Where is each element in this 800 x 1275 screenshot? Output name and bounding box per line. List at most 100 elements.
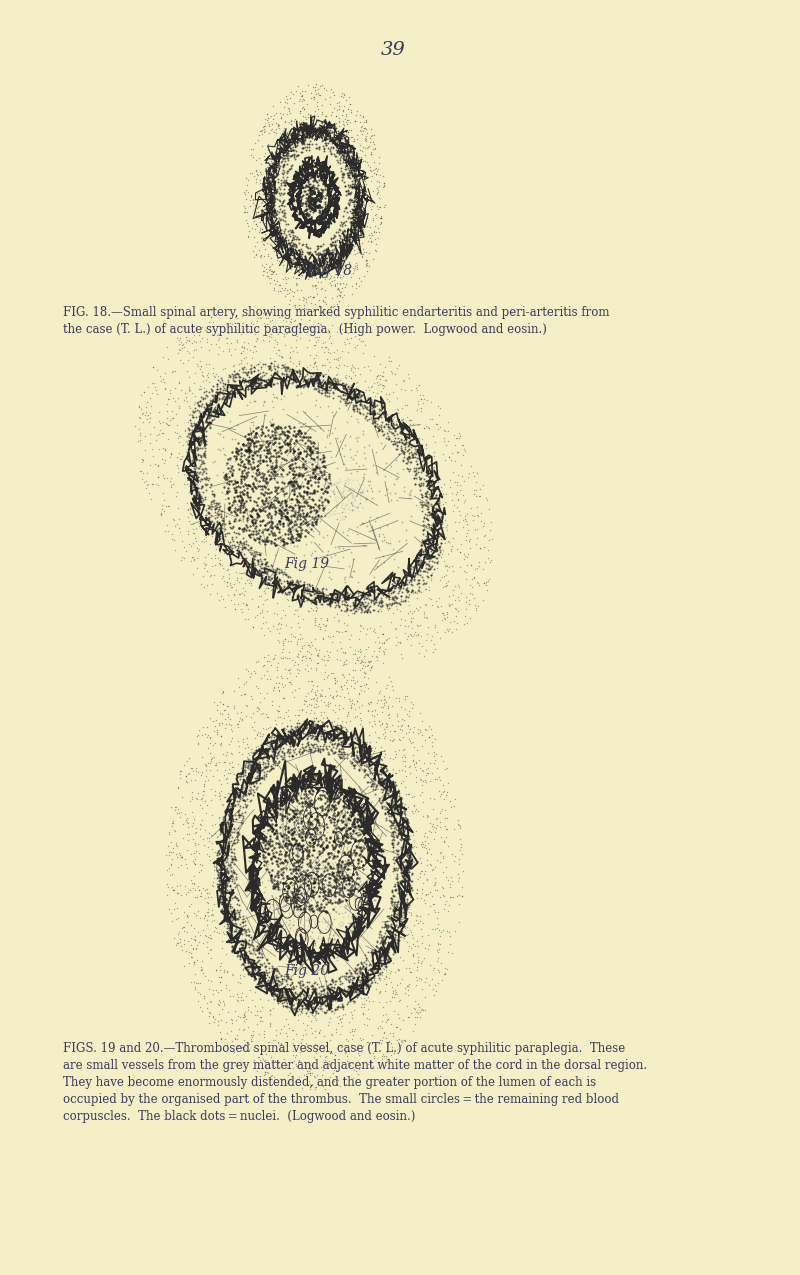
Point [362,472,374,492]
Point [418,579,431,599]
Point [295,889,308,909]
Point [288,890,301,910]
Point [191,538,204,558]
Point [295,742,308,762]
Point [342,789,355,810]
Point [390,825,403,845]
Point [282,797,294,817]
Point [365,657,378,677]
Point [286,222,299,242]
Point [319,437,332,458]
Point [264,215,277,236]
Point [306,835,319,856]
Point [298,491,311,511]
Point [340,601,353,621]
Point [420,437,433,458]
Point [309,395,322,416]
Point [386,830,398,850]
Point [341,748,354,769]
Point [305,872,318,892]
Point [262,519,274,539]
Point [337,886,350,907]
Point [320,261,333,282]
Point [218,389,231,409]
Point [414,483,427,504]
Point [378,644,391,664]
Point [230,787,242,807]
Point [342,194,355,214]
Point [265,759,278,779]
Point [305,497,318,518]
Point [317,980,330,1001]
Point [221,384,234,404]
Point [354,801,367,821]
Point [330,868,342,889]
Point [286,682,298,703]
Point [203,395,216,416]
Point [334,273,346,293]
Point [286,450,298,470]
Point [291,905,304,926]
Point [354,641,366,662]
Point [338,590,350,611]
Point [296,867,309,887]
Point [246,445,258,465]
Point [344,93,357,113]
Point [263,567,276,588]
Point [280,509,293,529]
Point [396,903,409,923]
Point [283,918,296,938]
Point [166,524,178,544]
Point [232,819,245,839]
Point [322,241,334,261]
Point [384,483,397,504]
Point [301,864,314,885]
Point [303,994,316,1015]
Point [269,847,282,867]
Point [338,446,350,467]
Point [214,1028,227,1048]
Point [299,769,312,789]
Point [293,1003,306,1024]
Point [430,880,443,900]
Point [357,191,370,212]
Point [349,829,362,849]
Point [305,688,318,709]
Point [348,842,361,862]
Point [359,947,372,968]
Point [302,115,315,135]
Point [310,509,323,529]
Point [346,199,358,219]
Point [238,182,251,203]
Point [308,335,321,356]
Point [410,773,422,793]
Point [271,738,284,759]
Point [226,1031,238,1052]
Point [434,529,447,550]
Point [314,376,327,397]
Point [278,532,290,552]
Point [190,935,203,955]
Point [274,252,286,273]
Point [273,340,286,361]
Point [350,166,362,186]
Point [223,367,236,388]
Point [311,741,324,761]
Point [330,671,343,691]
Point [327,232,340,252]
Point [342,867,354,887]
Point [230,780,242,801]
Point [356,787,369,807]
Point [235,567,248,588]
Point [258,1024,270,1044]
Point [374,590,386,611]
Point [220,974,233,994]
Point [283,289,296,310]
Point [352,384,365,404]
Point [191,439,204,459]
Point [303,583,316,603]
Point [245,740,258,760]
Point [253,195,266,215]
Point [231,794,244,815]
Point [222,493,235,514]
